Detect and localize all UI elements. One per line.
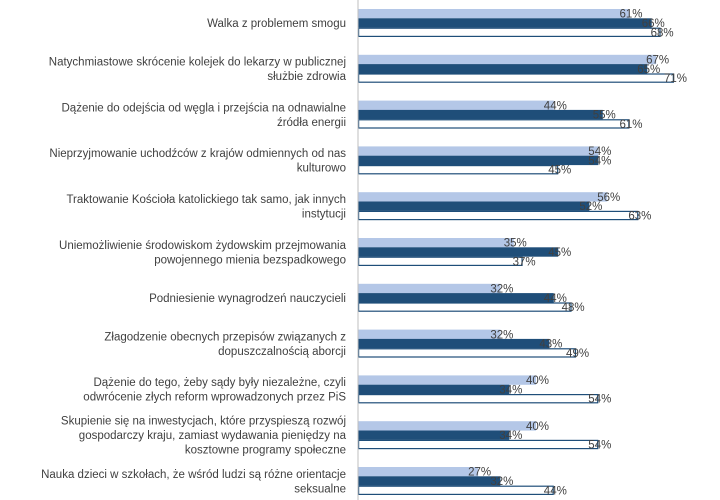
category-label: Dążenie do odejścia od węgla i przejścia… xyxy=(62,102,347,129)
value-label: 67% xyxy=(646,55,669,67)
bar xyxy=(358,283,501,294)
bar xyxy=(358,421,536,431)
bar xyxy=(358,476,501,486)
value-label: 61% xyxy=(619,119,642,131)
bar xyxy=(358,467,479,477)
value-label: 54% xyxy=(588,394,611,406)
bar xyxy=(358,430,510,440)
bar xyxy=(358,302,572,312)
value-label: 32% xyxy=(490,284,513,296)
bar xyxy=(358,329,501,339)
value-label: 32% xyxy=(490,476,513,488)
bar xyxy=(358,54,657,65)
value-label: 52% xyxy=(579,201,602,213)
bar xyxy=(358,384,510,395)
value-label: 44% xyxy=(544,293,567,305)
bar xyxy=(358,247,559,257)
bar xyxy=(358,109,603,120)
value-label: 63% xyxy=(628,211,651,223)
bar xyxy=(358,64,648,74)
value-label: 61% xyxy=(619,9,642,21)
category-label: Złagodzenie obecnych przepisów związanyc… xyxy=(104,331,346,358)
value-label: 48% xyxy=(562,302,585,314)
value-label: 56% xyxy=(597,192,620,204)
value-label: 44% xyxy=(544,485,567,497)
value-label: 40% xyxy=(526,375,549,387)
category-label: Walka z problemem smogu xyxy=(207,18,346,30)
bar xyxy=(358,73,674,83)
category-label: Skupienie się na inwestycjach, które prz… xyxy=(61,416,347,457)
bar xyxy=(358,485,554,496)
bar xyxy=(358,348,577,358)
bar xyxy=(358,119,630,129)
value-label: 55% xyxy=(593,110,616,122)
value-label: 40% xyxy=(526,421,549,433)
bar xyxy=(358,146,599,156)
value-label: 49% xyxy=(566,348,589,360)
bar xyxy=(358,238,514,248)
value-label: 45% xyxy=(548,247,571,259)
bar xyxy=(358,9,630,19)
value-label: 68% xyxy=(651,27,674,39)
value-label: 37% xyxy=(513,256,536,268)
value-label: 54% xyxy=(588,146,611,158)
bar xyxy=(358,155,599,166)
bar xyxy=(358,439,599,450)
value-label: 71% xyxy=(664,73,687,85)
category-label: Podniesienie wynagrodzeń nauczycieli xyxy=(149,293,346,305)
category-label: Natychmiastowe skrócenie kolejek do leka… xyxy=(49,57,347,84)
bar xyxy=(358,210,639,221)
value-label: 27% xyxy=(468,467,491,479)
value-label: 66% xyxy=(642,18,665,30)
bar xyxy=(358,165,559,175)
bar xyxy=(358,192,608,202)
value-label: 54% xyxy=(588,440,611,452)
value-label: 54% xyxy=(588,155,611,167)
bar xyxy=(358,375,536,385)
value-label: 65% xyxy=(637,64,660,76)
bar xyxy=(358,100,554,110)
value-label: 45% xyxy=(548,165,571,177)
bar xyxy=(358,18,652,28)
bars xyxy=(358,9,674,496)
value-labels: 61%66%68%67%65%71%44%55%61%54%54%45%56%5… xyxy=(468,9,687,498)
category-label: Traktowanie Kościoła katolickiego tak sa… xyxy=(66,194,346,221)
value-label: 34% xyxy=(499,430,522,442)
category-label: Nieprzyjmowanie uchodźców z krajów odmie… xyxy=(49,148,346,175)
bar xyxy=(358,394,599,404)
value-label: 35% xyxy=(504,238,527,250)
value-label: 32% xyxy=(490,329,513,341)
bar xyxy=(358,338,550,349)
category-labels: Walka z problemem smogu Natychmiastowe sk… xyxy=(41,18,346,495)
bar xyxy=(358,27,661,38)
category-label: Nauka dzieci w szkołach, że wśród ludzi … xyxy=(41,469,346,496)
bar xyxy=(358,256,523,267)
value-label: 43% xyxy=(539,339,562,351)
bar xyxy=(358,293,554,303)
category-label: Dążenie do tego, żeby sądy były niezależ… xyxy=(83,377,346,404)
value-label: 34% xyxy=(499,384,522,396)
value-label: 44% xyxy=(544,100,567,112)
category-label: Uniemożliwienie środowiskom żydowskim pr… xyxy=(59,240,347,267)
bar xyxy=(358,201,590,211)
